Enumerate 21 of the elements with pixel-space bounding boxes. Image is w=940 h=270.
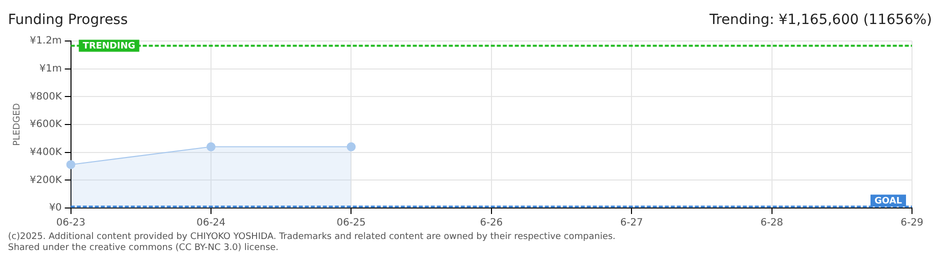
y-tick-label: ¥1m <box>39 63 62 74</box>
y-axis-title: PLEDGED <box>12 103 23 146</box>
x-tick-label: 06-23 <box>56 218 86 229</box>
x-tick-label: 6-26 <box>480 218 503 229</box>
chart-title: Funding Progress <box>8 12 128 28</box>
text: Shared under the creative commons (CC BY-NC 3.0) license. <box>8 243 280 254</box>
y-tick-label: ¥1.2m <box>30 36 62 47</box>
y-tick-label: ¥200K <box>30 174 62 186</box>
chart-subtitle: Trending: ¥1,165,600 (11656%) <box>709 12 932 28</box>
y-tick-label: ¥0 <box>49 202 62 214</box>
x-tick-label: 6-29 <box>900 218 924 229</box>
y-tick-label: ¥400K <box>30 146 62 158</box>
x-tick-label: 06-24 <box>196 218 226 229</box>
y-tick-label: ¥600K <box>30 119 62 130</box>
x-tick-label: 6-27 <box>620 218 643 229</box>
text: (c)2025. Additional content provided by CHIYOKO YOSHIDA. Trademarks and related content are owned by their respective companies. <box>8 232 617 243</box>
ref-line-label: TRENDING <box>82 42 136 52</box>
y-tick-label: ¥800K <box>30 91 62 102</box>
ref-line-label: GOAL <box>874 196 902 206</box>
x-tick-label: 6-28 <box>760 218 784 229</box>
x-tick-label: 06-25 <box>336 218 366 229</box>
